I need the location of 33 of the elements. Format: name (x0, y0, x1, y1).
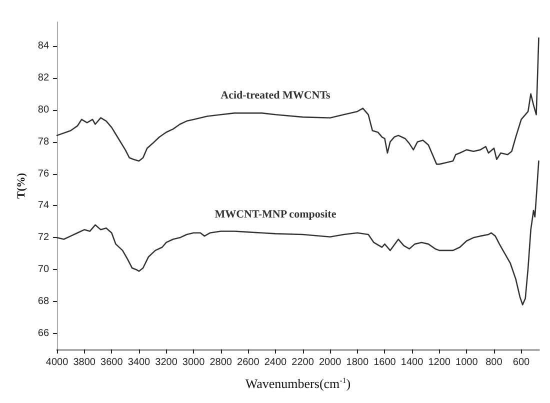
y-axis-title: T(%) (16, 172, 28, 199)
y-tick-label: 68 (38, 296, 50, 308)
series-label: MWCNT-MNP composite (214, 208, 336, 221)
x-tick-label: 800 (486, 357, 503, 368)
y-tick-label: 76 (38, 168, 50, 180)
y-tick-label: 72 (38, 232, 50, 244)
x-tick-label: 2600 (237, 357, 260, 368)
x-tick-label: 2200 (292, 357, 314, 368)
x-tick-label: 1400 (400, 357, 424, 368)
x-tick-label: 4000 (46, 357, 69, 368)
y-tick-label: 78 (38, 136, 50, 148)
x-tick-label: 1600 (374, 357, 396, 368)
x-tick-label: 1000 (456, 357, 478, 368)
line-series (56, 160, 540, 306)
x-tick-label: 3400 (128, 357, 151, 368)
x-tick-label: 600 (512, 357, 530, 368)
x-tick-label: 2000 (318, 357, 342, 368)
series-label: Acid-treated MWCNTs (220, 90, 332, 102)
line-series (56, 37, 540, 165)
x-tick-label: 3600 (100, 357, 124, 368)
y-tick-label: 66 (38, 328, 50, 340)
y-tick-label: 70 (38, 264, 50, 276)
y-tick-label: 84 (38, 40, 50, 52)
x-tick-label: 1200 (428, 357, 451, 368)
x-tick-label: 2400 (264, 357, 288, 368)
y-tick-label: 74 (38, 200, 50, 212)
x-tick-label: 3000 (182, 357, 206, 368)
y-tick-label: 80 (38, 104, 50, 116)
x-tick-label: 1800 (346, 357, 369, 368)
y-tick-label: 82 (38, 72, 50, 84)
x-tick-label: 3200 (155, 357, 178, 368)
x-tick-label: 3800 (73, 357, 96, 368)
x-tick-label: 2800 (210, 357, 232, 368)
